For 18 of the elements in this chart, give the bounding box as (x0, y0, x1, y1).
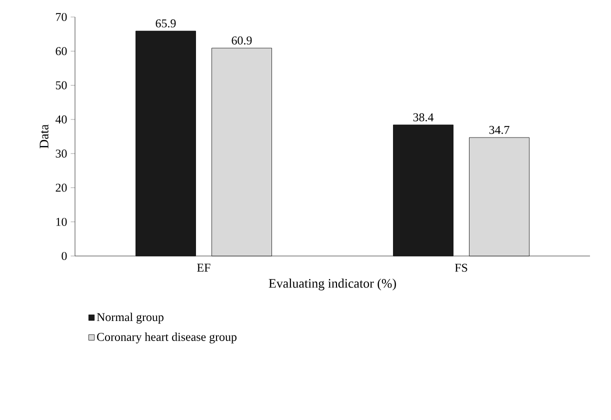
y-tick-label: 0 (62, 252, 67, 260)
data-label: 34.7 (489, 126, 510, 134)
data-label: 38.4 (413, 113, 434, 122)
y-tick-label: 10 (56, 218, 67, 226)
y-tick-label: 50 (56, 81, 67, 90)
y-axis-title: Data (40, 124, 48, 148)
y-tick-label: 70 (56, 12, 67, 22)
data-label: 60.9 (232, 36, 252, 45)
y-tick-label: 20 (56, 184, 67, 192)
y-tick-label: 30 (56, 150, 67, 158)
x-axis-title: Evaluating indicator (%) (268, 278, 396, 290)
y-tick-label: 40 (56, 115, 67, 124)
x-tick-label: EF (197, 264, 210, 272)
legend-label: Coronary heart disease group (97, 332, 237, 344)
x-tick-label: FS (454, 264, 468, 272)
data-label: 65.9 (156, 19, 176, 28)
legend-label: Normal group (96, 312, 164, 324)
y-tick-label: 60 (56, 47, 67, 56)
